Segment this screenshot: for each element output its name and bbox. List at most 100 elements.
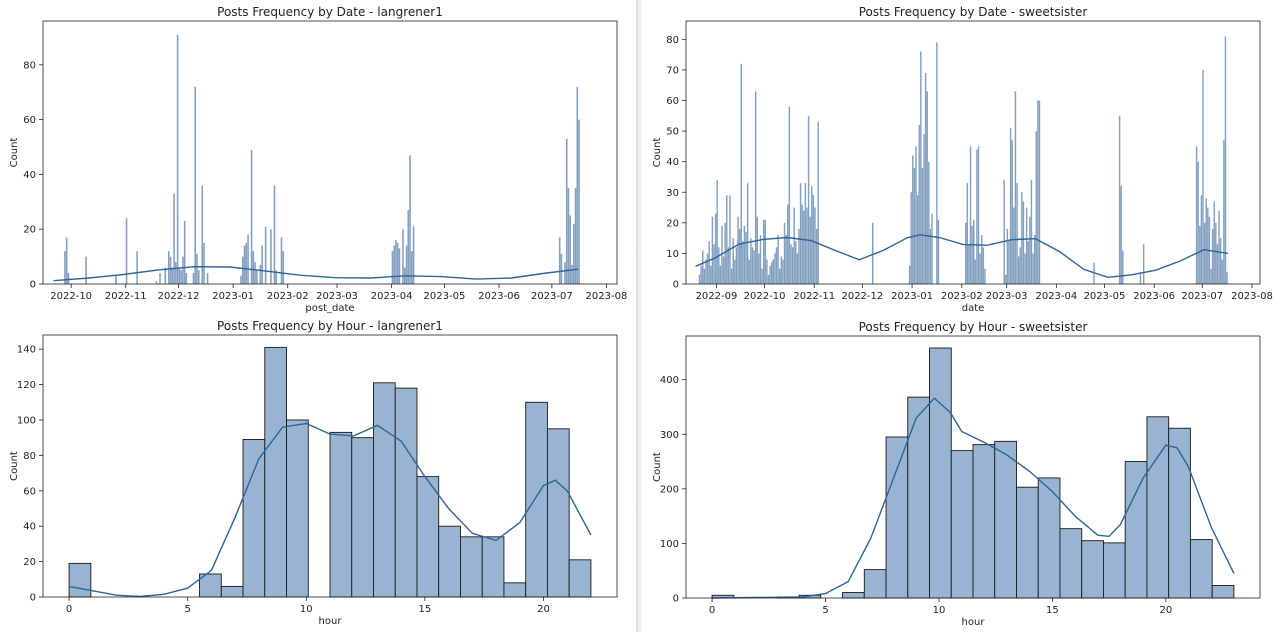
histogram-bar [982, 247, 985, 284]
x-tick-label: 2022-11 [105, 291, 147, 302]
histogram-bar [243, 245, 246, 284]
histogram-bar [745, 232, 747, 284]
histogram-bar [171, 267, 174, 284]
histogram-bar [703, 268, 706, 284]
histogram-bar [155, 281, 158, 284]
histogram-bar [1122, 250, 1124, 284]
x-tick-label: 10 [300, 604, 313, 615]
histogram-bar [969, 146, 972, 284]
histogram-bar [807, 115, 810, 284]
x-tick-label: 0 [66, 604, 72, 615]
histogram-bar [1033, 235, 1036, 284]
histogram-bar [1019, 247, 1021, 284]
y-tick-label: 60 [23, 486, 36, 497]
histogram-bar [907, 396, 930, 599]
histogram-bar [1213, 201, 1215, 284]
histogram-bar [700, 265, 702, 284]
histogram-bar [560, 253, 563, 284]
histogram-bar [565, 138, 568, 284]
x-axis-label: hour [962, 617, 986, 628]
histogram-bar [1016, 183, 1018, 284]
y-tick-label: 140 [17, 345, 36, 356]
histogram-bar [1037, 100, 1039, 284]
y-axis-label: Count [652, 138, 663, 168]
histogram-bar [977, 146, 980, 284]
histogram-bar [67, 273, 70, 284]
histogram-bar [136, 251, 138, 284]
histogram-bar [769, 265, 771, 284]
histogram-bar [1200, 195, 1203, 284]
y-tick-label: 80 [23, 60, 36, 71]
histogram-bar [984, 268, 986, 284]
histogram-bar [842, 592, 865, 599]
histogram-bar [254, 262, 256, 284]
histogram-bar [1168, 427, 1191, 599]
histogram-bar [180, 270, 182, 284]
plot-frame [42, 20, 618, 285]
histogram-bar [1189, 539, 1213, 599]
histogram-bar [806, 207, 808, 284]
histogram-bar [1207, 207, 1209, 284]
y-tick-label: 80 [23, 451, 36, 462]
histogram-bar [270, 229, 272, 284]
histogram-bar [815, 228, 818, 284]
histogram-bar [572, 223, 575, 284]
histogram-bar [220, 585, 244, 598]
histogram-bar [1139, 271, 1142, 284]
histogram-bar [242, 438, 266, 598]
histogram-bar [394, 387, 418, 598]
histogram-bar [558, 237, 561, 284]
histogram-bar [412, 226, 415, 284]
histogram-bar [738, 228, 741, 284]
histogram-bar [801, 204, 803, 284]
x-tick-label: 2023-04 [371, 291, 413, 302]
histogram-bar [206, 273, 209, 284]
histogram-bar [259, 264, 262, 284]
histogram-bar [395, 240, 397, 284]
y-tick-label: 50 [666, 127, 679, 138]
x-tick-label: 5 [184, 604, 190, 615]
histogram-bar [1224, 36, 1227, 285]
histogram-bar [525, 401, 548, 598]
histogram-bar [803, 210, 805, 284]
histogram-bar [994, 440, 1017, 599]
histogram-bar [1013, 207, 1015, 284]
histogram-bar [1199, 225, 1201, 284]
histogram-bar [964, 222, 967, 284]
x-tick-label: 2023-08 [1231, 291, 1273, 302]
histogram-bar [1081, 540, 1104, 599]
histogram-bar [391, 251, 394, 284]
histogram-bar [928, 161, 930, 284]
chart-hour-sweetsister: 0 100 200 300 400 0 5 10 15 20 Posts Frequency by … [652, 320, 1261, 628]
histogram-bar [764, 219, 767, 284]
histogram-bar [748, 259, 750, 284]
histogram-bar [716, 180, 718, 284]
histogram-bar [1118, 115, 1121, 284]
histogram-bar [730, 268, 733, 284]
histogram-bar [767, 274, 770, 284]
histogram-bar [169, 256, 172, 284]
x-tick-label: 2022-09 [696, 291, 738, 302]
histogram-bar [937, 219, 940, 284]
x-tick-label: 2023-08 [586, 291, 628, 302]
x-tick-label: 2023-03 [316, 291, 358, 302]
window-divider[interactable] [636, 0, 642, 632]
y-tick-label: 40 [23, 522, 36, 533]
histogram-bar [241, 256, 244, 284]
y-tick-label: 20 [666, 218, 679, 229]
histogram-bar [460, 536, 483, 598]
histogram-bar [176, 34, 179, 284]
histogram-bar [885, 436, 909, 599]
histogram-bar [159, 273, 161, 284]
histogram-bar [438, 525, 461, 598]
histogram-bar [910, 192, 912, 284]
histogram-bar [729, 195, 731, 284]
histogram-bar [125, 218, 128, 284]
histogram-bar [732, 238, 734, 284]
x-tick-label: 2023-04 [1035, 291, 1077, 302]
histogram-bar [1011, 140, 1013, 284]
histogram-bar [798, 228, 800, 284]
chart-date-langrener1: 0 20 40 60 80 2022-10 2022-11 2022-12 2023-01 202… [9, 5, 628, 314]
histogram-bar [713, 244, 715, 284]
x-tick-label: 10 [933, 605, 946, 616]
